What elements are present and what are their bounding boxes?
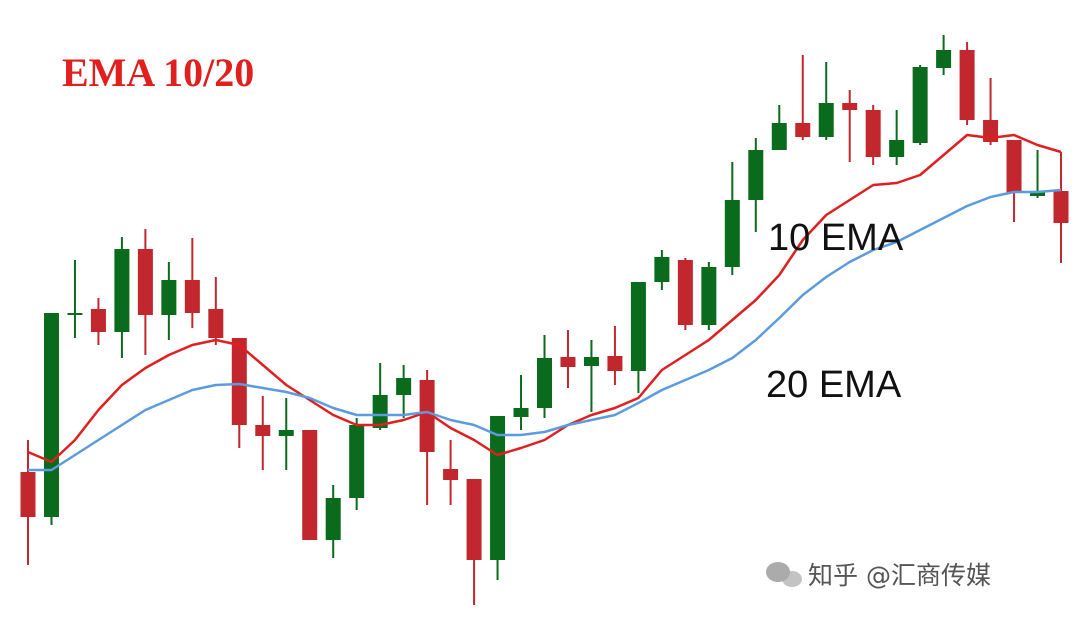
candle-body bbox=[748, 150, 764, 200]
candle-body bbox=[889, 140, 905, 157]
candle-body bbox=[396, 378, 412, 395]
candle-body bbox=[137, 249, 153, 315]
candle-body bbox=[325, 498, 341, 540]
candle-body bbox=[513, 408, 529, 417]
candle-body bbox=[208, 309, 224, 338]
candle-body bbox=[842, 103, 858, 110]
chart-title: EMA 10/20 bbox=[62, 50, 254, 95]
candle-body bbox=[959, 50, 975, 120]
candle-body bbox=[20, 472, 36, 517]
candle-body bbox=[184, 280, 200, 313]
candle-body bbox=[630, 282, 646, 371]
ema-line bbox=[28, 188, 1062, 472]
candle-body bbox=[302, 430, 318, 540]
candle-body bbox=[1053, 191, 1069, 223]
candle-body bbox=[1030, 192, 1046, 196]
candle-body bbox=[537, 358, 552, 408]
candle-body bbox=[771, 123, 787, 150]
candle-body bbox=[701, 267, 717, 325]
candle-body bbox=[936, 50, 952, 68]
candle-body bbox=[607, 356, 623, 371]
candle-body bbox=[231, 338, 247, 425]
candle-body bbox=[677, 260, 693, 325]
ema-line bbox=[27, 133, 1062, 464]
watermark-icon bbox=[766, 562, 802, 587]
candle-body bbox=[419, 380, 435, 452]
candle-body bbox=[583, 357, 599, 366]
plot bbox=[20, 35, 1069, 605]
candle-body bbox=[795, 123, 811, 137]
candle-body bbox=[560, 357, 576, 367]
candle-body bbox=[865, 110, 881, 157]
candle-body bbox=[114, 249, 130, 332]
candle-body bbox=[490, 416, 506, 560]
candle-body bbox=[466, 479, 482, 560]
candle-body bbox=[818, 103, 834, 137]
candle-body bbox=[255, 425, 271, 436]
candle-body bbox=[443, 469, 459, 480]
candle-body bbox=[278, 430, 294, 436]
candle-body bbox=[1006, 140, 1022, 193]
line-label: 20 EMA bbox=[766, 364, 902, 406]
candle-body bbox=[90, 309, 106, 332]
watermark: 知乎 @汇商传媒 bbox=[808, 561, 991, 590]
candle-body bbox=[161, 280, 177, 315]
candle-body bbox=[912, 67, 928, 143]
candle-body bbox=[724, 200, 740, 267]
candle-body bbox=[372, 395, 388, 428]
line-label: 10 EMA bbox=[768, 217, 904, 259]
candle-body bbox=[43, 313, 59, 517]
candle-body bbox=[349, 425, 365, 498]
candle-body bbox=[654, 257, 670, 282]
candle-body bbox=[67, 313, 83, 315]
